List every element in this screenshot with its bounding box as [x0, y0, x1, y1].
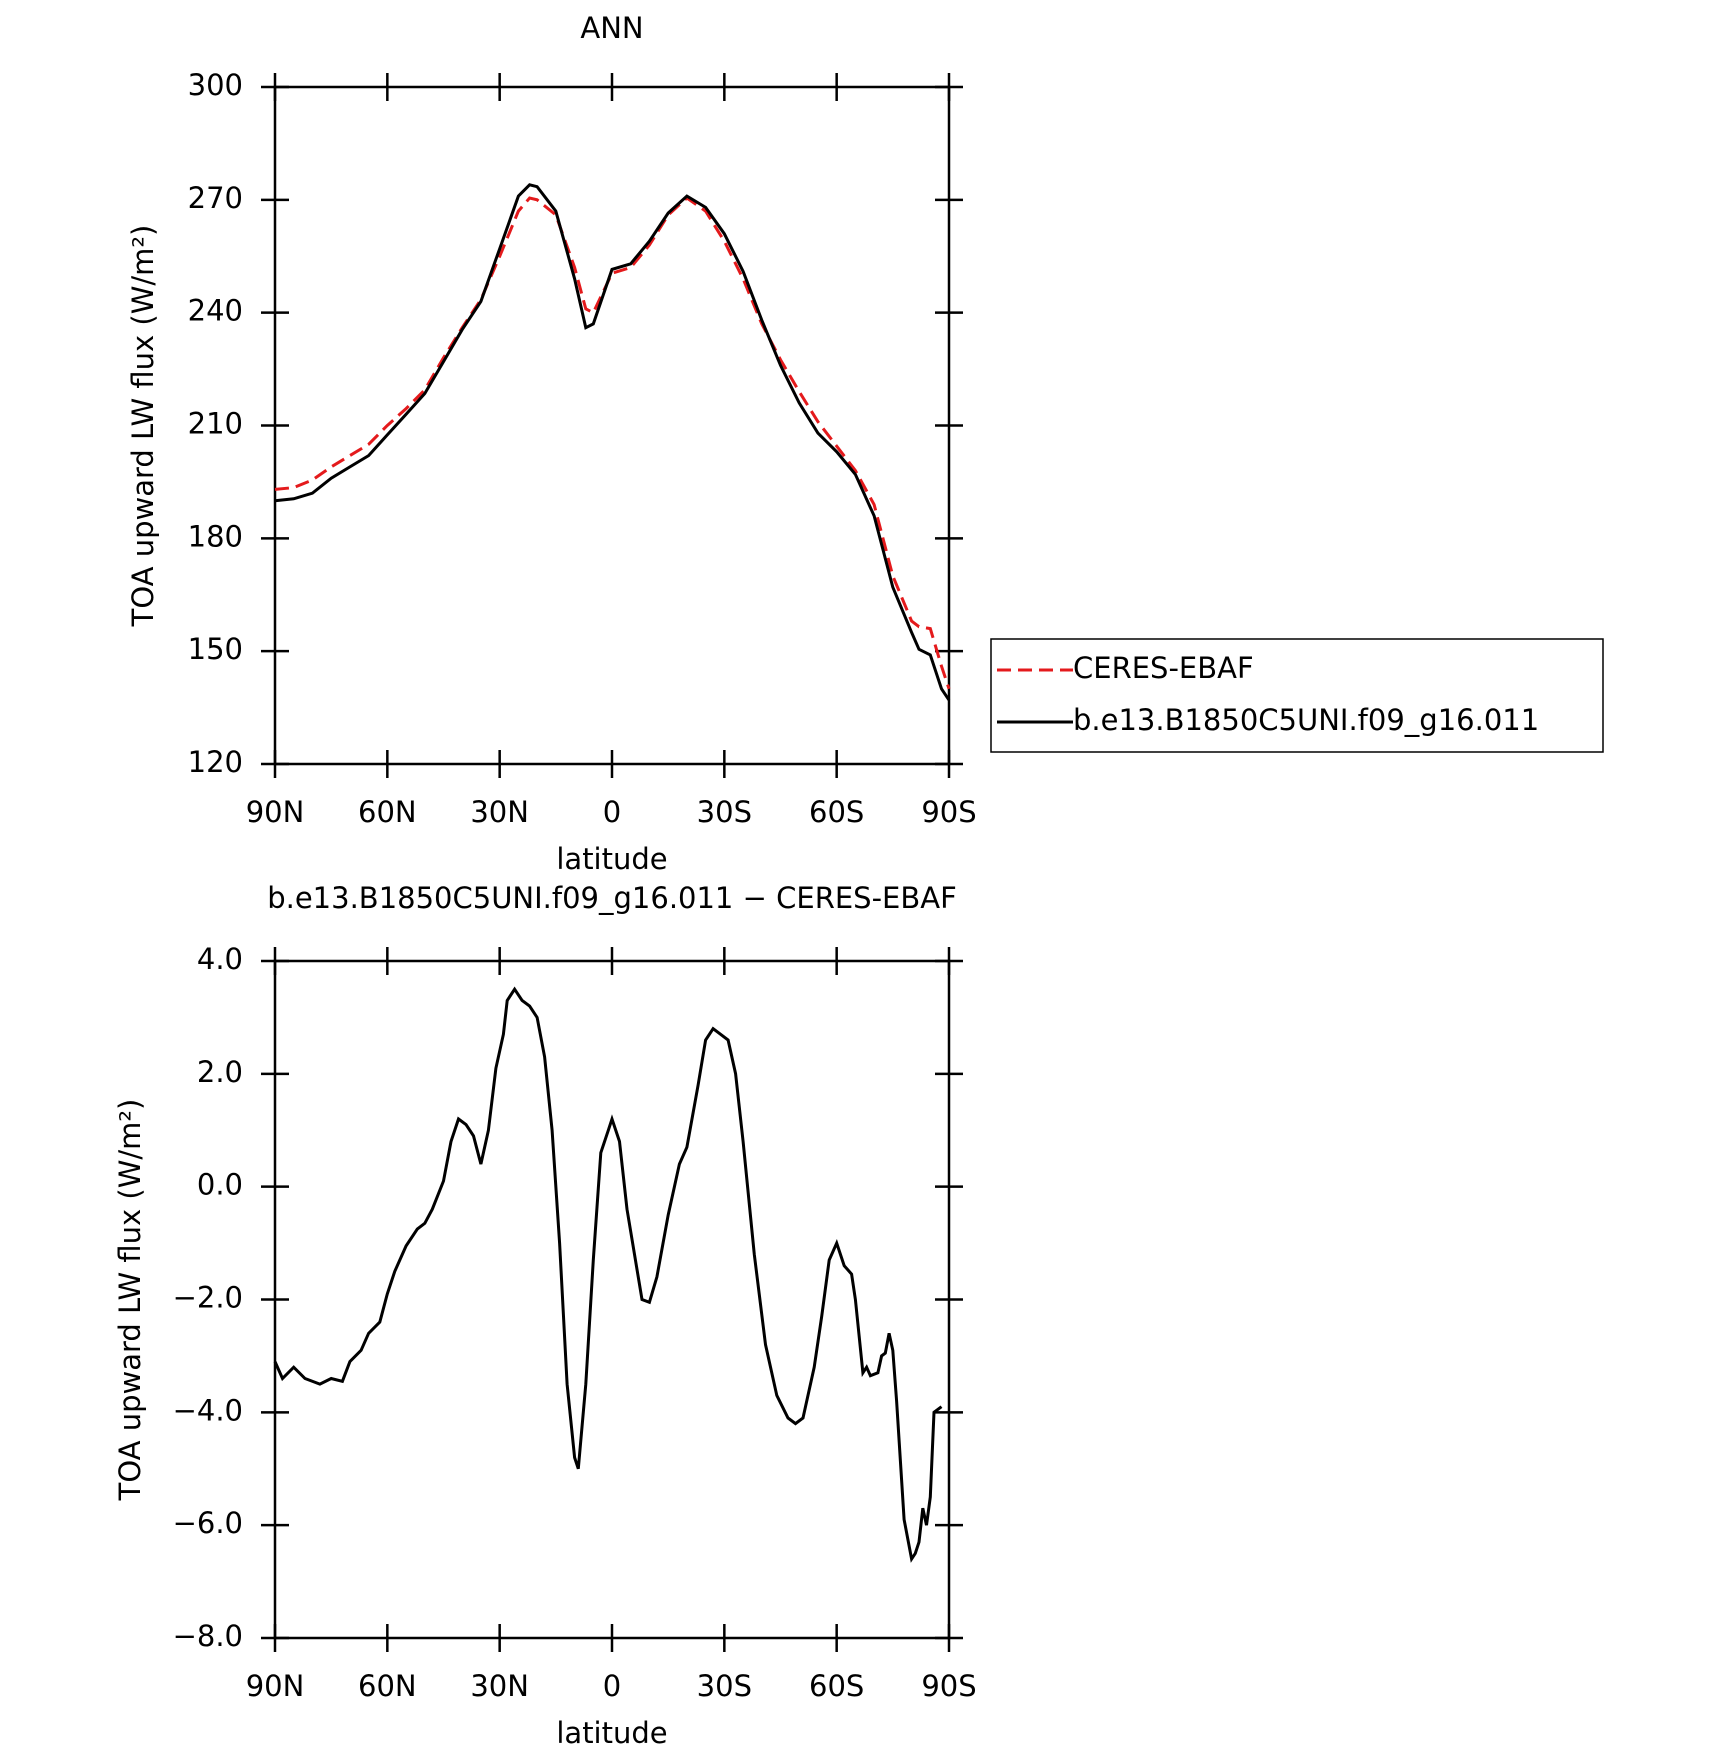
x-tick-label: 90S	[921, 795, 976, 829]
x-tick-label: 90N	[246, 1669, 305, 1703]
x-tick-label: 0	[603, 1669, 621, 1703]
y-tick-label: 270	[188, 181, 243, 215]
plot-frame	[273, 85, 951, 766]
chart-title: ANN	[580, 11, 643, 45]
data-line	[274, 183, 951, 701]
x-tick-label: 90N	[246, 795, 305, 829]
y-axis-label: TOA upward LW flux (W/m²)	[126, 225, 160, 628]
y-tick-label: 0.0	[197, 1168, 243, 1202]
x-tick-label: 30N	[470, 1669, 529, 1703]
x-tick-label: 60N	[358, 1669, 417, 1703]
x-tick-label: 60N	[358, 795, 417, 829]
y-tick-label: 4.0	[197, 942, 243, 976]
x-tick-label: 0	[603, 795, 621, 829]
y-tick-label: −4.0	[173, 1393, 243, 1427]
y-tick-label: 180	[188, 519, 243, 553]
y-tick-label: 300	[188, 68, 243, 102]
y-axis-label: TOA upward LW flux (W/m²)	[113, 1099, 147, 1502]
data-line	[273, 986, 943, 1563]
legend-box	[990, 638, 1604, 753]
x-tick-label: 30S	[697, 1669, 752, 1703]
y-tick-label: −2.0	[173, 1281, 243, 1315]
chart-title: b.e13.B1850C5UNI.f09_g16.011 − CERES-EBA…	[267, 881, 957, 915]
x-tick-label: 30S	[697, 795, 752, 829]
y-tick-label: 210	[188, 407, 243, 441]
y-tick-label: −8.0	[173, 1619, 243, 1653]
y-tick-label: 150	[188, 632, 243, 666]
y-tick-label: 120	[188, 745, 243, 779]
x-axis-label: latitude	[556, 842, 667, 876]
plot-frame	[273, 959, 951, 1640]
y-tick-label: 240	[188, 294, 243, 328]
y-tick-label: −6.0	[173, 1506, 243, 1540]
x-tick-label: 30N	[470, 795, 529, 829]
x-tick-label: 60S	[809, 1669, 864, 1703]
x-tick-label: 90S	[921, 1669, 976, 1703]
x-axis-label: latitude	[556, 1716, 667, 1750]
data-line	[274, 196, 951, 690]
x-tick-label: 60S	[809, 795, 864, 829]
y-tick-label: 2.0	[197, 1055, 243, 1089]
legend-label: b.e13.B1850C5UNI.f09_g16.011	[1073, 703, 1539, 737]
legend-label: CERES-EBAF	[1073, 651, 1254, 685]
